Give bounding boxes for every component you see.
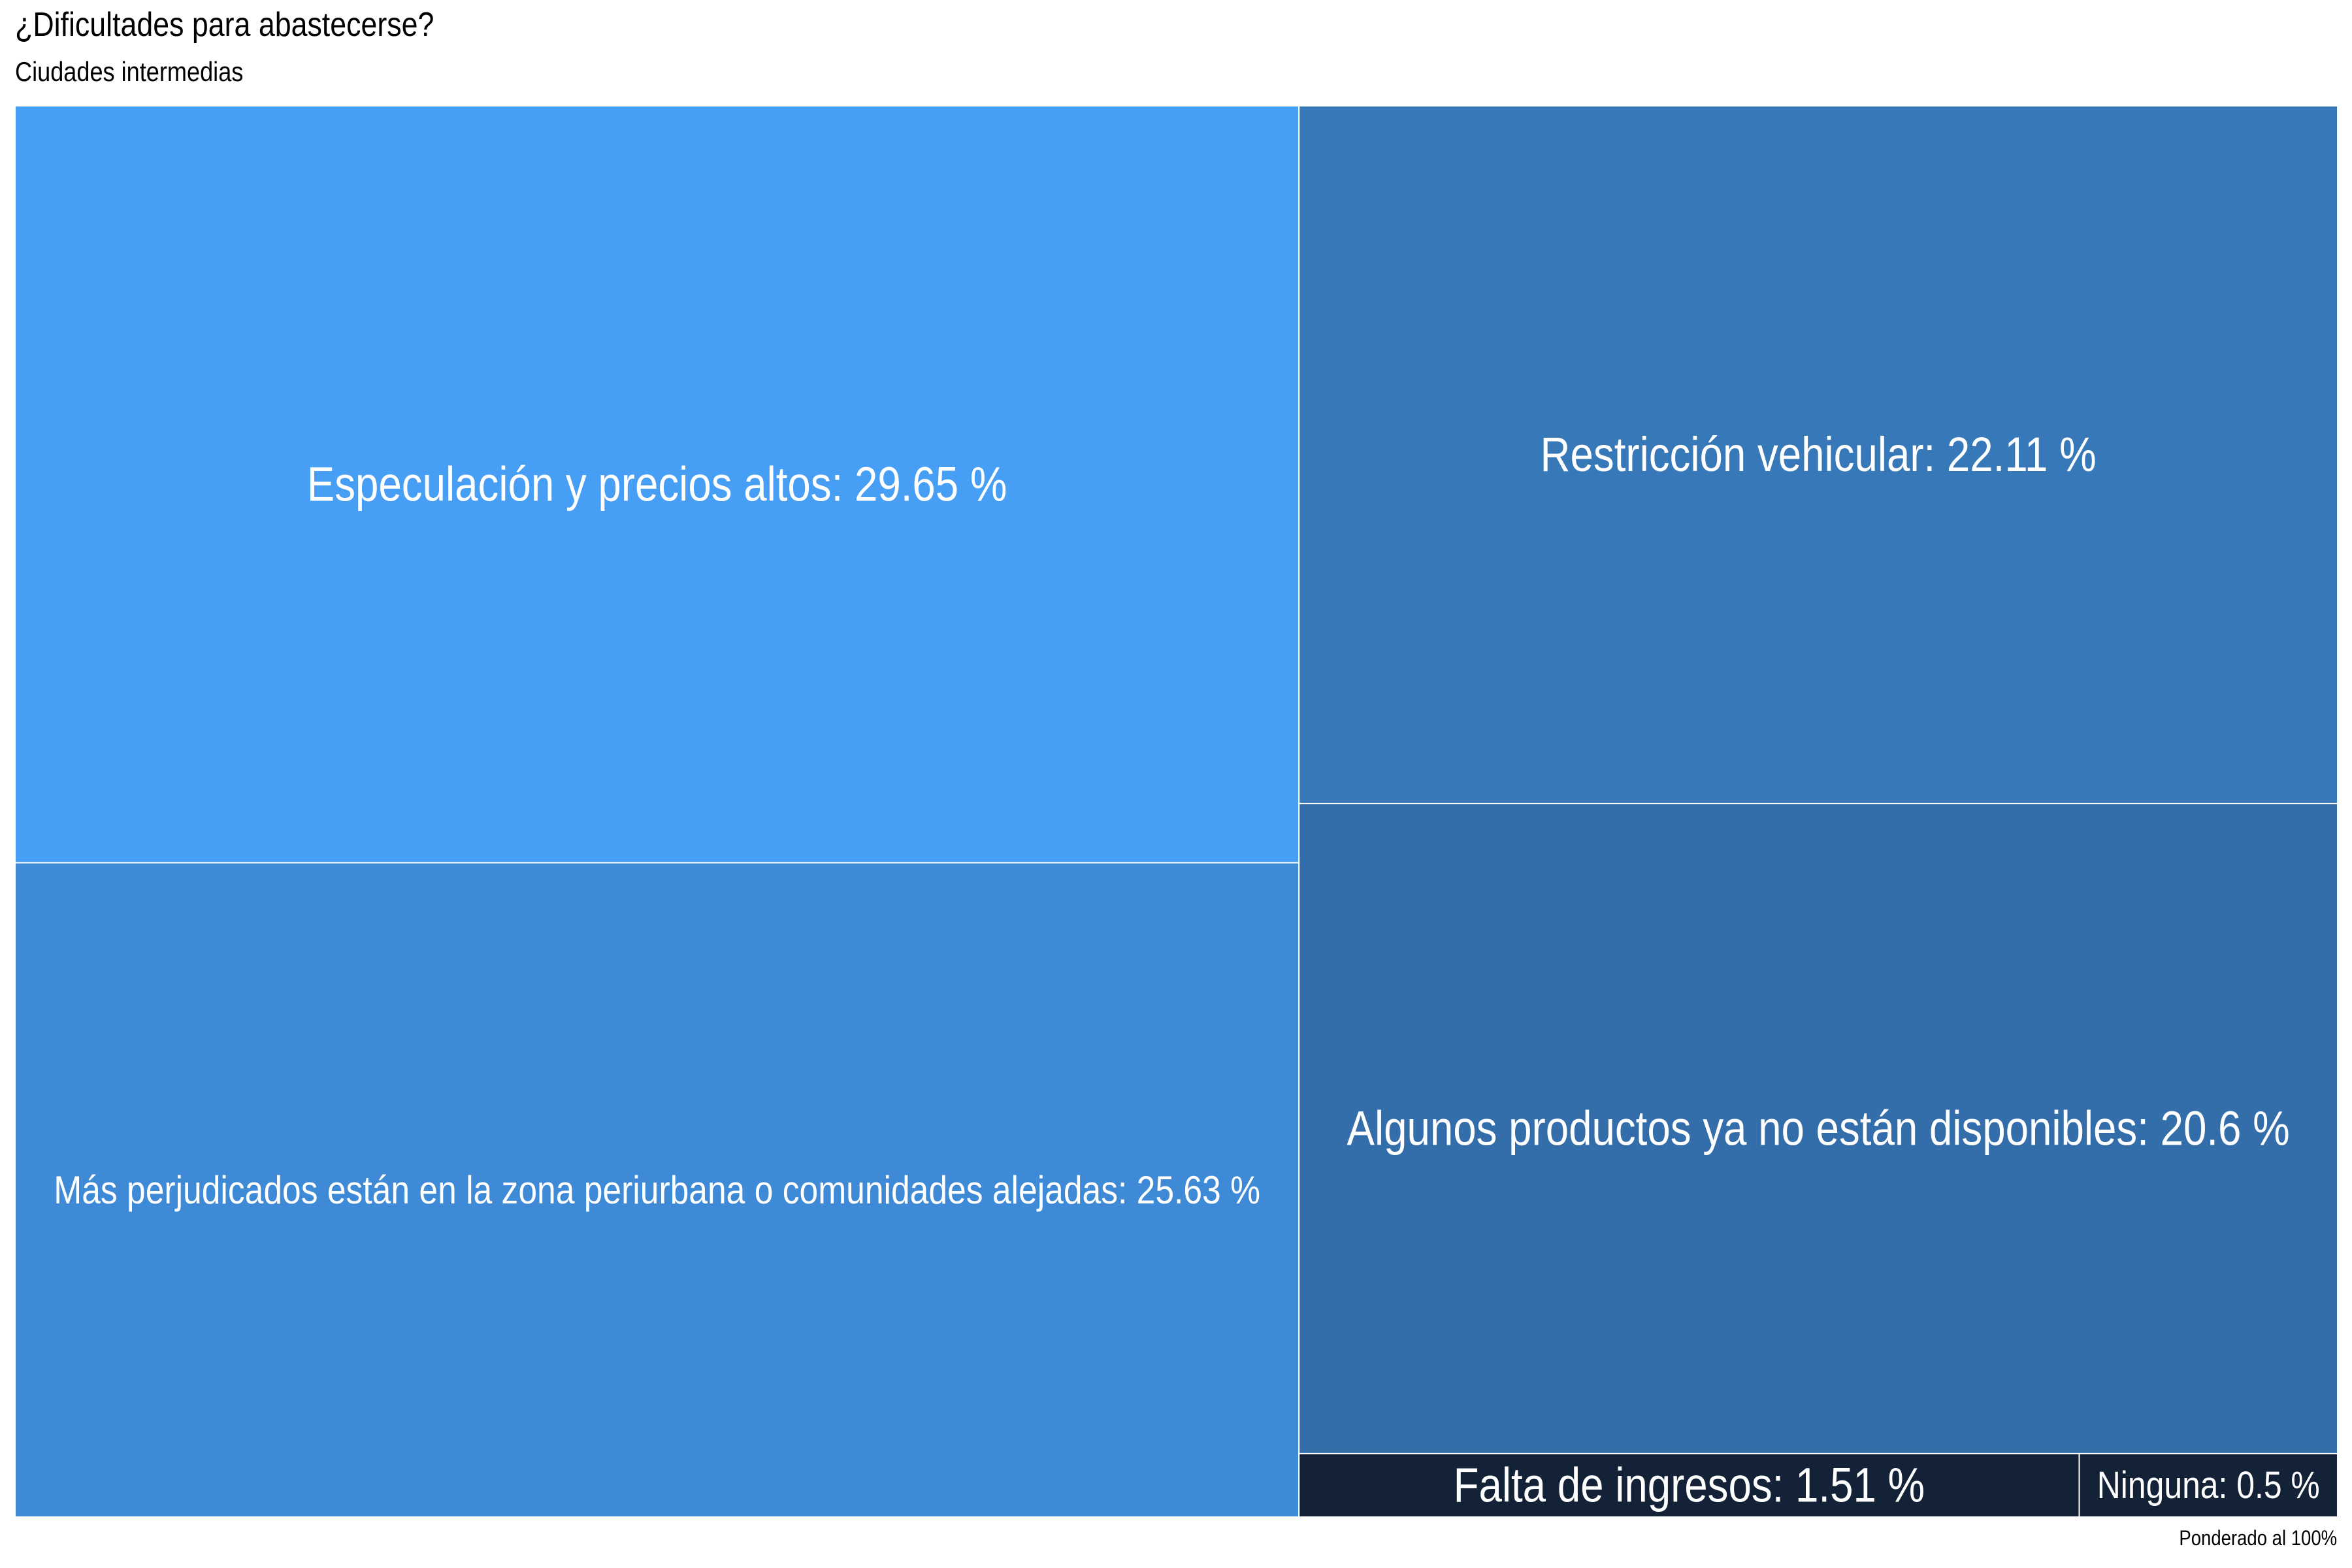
- treemap-tile-label: Especulación y precios altos: 29.65 %: [307, 457, 1007, 512]
- treemap-tile: Falta de ingresos: 1.51 %: [1298, 1452, 2080, 1518]
- treemap-tile-label: Falta de ingresos: 1.51 %: [1454, 1458, 1925, 1512]
- treemap-tile: Restricción vehicular: 22.11 %: [1298, 105, 2338, 804]
- chart-caption: Ponderado al 100%: [2179, 1526, 2337, 1550]
- treemap-tile: Ninguna: 0.5 %: [2078, 1452, 2338, 1518]
- treemap-tile-rect: [1298, 1452, 2080, 1518]
- treemap-tile-rect: [2078, 1452, 2338, 1518]
- chart-title: ¿Dificultades para abastecerse?: [15, 6, 434, 44]
- treemap-tile-rect: [1298, 802, 2338, 1454]
- treemap-tile: Especulación y precios altos: 29.65 %: [14, 105, 1300, 864]
- treemap-tile: Más perjudicados están en la zona periur…: [14, 862, 1300, 1518]
- treemap-tile-rect: [14, 105, 1300, 864]
- treemap-tile-rect: [14, 862, 1300, 1518]
- treemap-tile-label: Restricción vehicular: 22.11 %: [1541, 428, 2097, 482]
- treemap-tile-label: Más perjudicados están en la zona periur…: [54, 1168, 1260, 1212]
- chart-subtitle: Ciudades intermedias: [15, 56, 244, 87]
- treemap-tile: Algunos productos ya no están disponible…: [1298, 802, 2338, 1454]
- treemap-tile-label: Ninguna: 0.5 %: [2097, 1464, 2320, 1506]
- treemap-tile-label: Algunos productos ya no están disponible…: [1347, 1102, 2290, 1156]
- treemap-tile-rect: [1298, 105, 2338, 804]
